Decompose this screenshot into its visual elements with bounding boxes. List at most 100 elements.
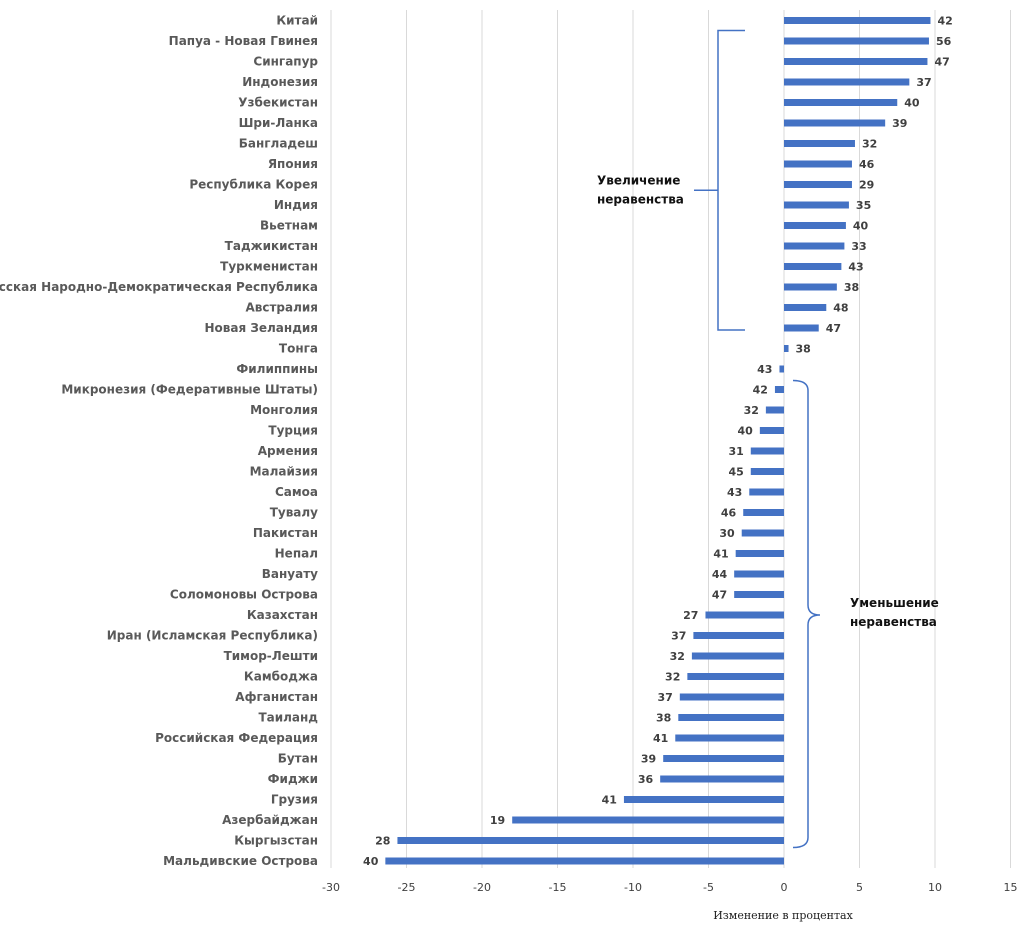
data-label: 36 bbox=[638, 773, 654, 786]
bar bbox=[784, 140, 855, 147]
data-label: 42 bbox=[937, 15, 952, 28]
category-label: Армения bbox=[258, 444, 318, 458]
category-label: Япония bbox=[268, 157, 318, 171]
category-label: Туркменистан bbox=[220, 260, 318, 274]
data-label: 43 bbox=[848, 261, 863, 274]
bar bbox=[750, 468, 784, 475]
bar bbox=[784, 99, 898, 106]
gridlines bbox=[330, 10, 1011, 868]
bar bbox=[765, 406, 784, 414]
category-label: Тонга bbox=[279, 342, 318, 356]
category-label: Папуа - Новая Гвинея bbox=[169, 34, 318, 48]
category-label: Филиппины bbox=[236, 362, 318, 376]
data-label: 46 bbox=[859, 158, 875, 171]
category-label: Иран (Исламская Республика) bbox=[107, 629, 318, 643]
data-label: 47 bbox=[934, 56, 949, 69]
data-label: 56 bbox=[936, 35, 952, 48]
data-label: 19 bbox=[490, 814, 505, 827]
x-tick-label: -10 bbox=[624, 881, 642, 894]
category-label: Новая Зеландия bbox=[204, 321, 318, 335]
category-label: Казахстан bbox=[247, 608, 318, 622]
x-tick-label: 10 bbox=[928, 881, 942, 894]
data-label: 45 bbox=[728, 466, 743, 479]
category-label: Кыргызстан bbox=[234, 834, 318, 848]
data-label: 32 bbox=[670, 650, 685, 663]
data-label: 32 bbox=[862, 138, 877, 151]
bar bbox=[784, 58, 928, 65]
data-label: 43 bbox=[757, 363, 772, 376]
bar bbox=[784, 17, 931, 24]
bar bbox=[660, 775, 784, 783]
bar bbox=[784, 345, 789, 352]
bar bbox=[784, 283, 837, 291]
bar bbox=[663, 755, 784, 762]
category-label: Грузия bbox=[271, 793, 318, 807]
x-tick-label: 0 bbox=[781, 881, 788, 894]
category-label: Азербайджан bbox=[222, 813, 318, 827]
bar bbox=[779, 365, 784, 373]
bar bbox=[397, 837, 784, 844]
data-label: 40 bbox=[904, 97, 920, 110]
bracket-increase bbox=[694, 29, 745, 331]
bar bbox=[705, 611, 784, 619]
data-label: 38 bbox=[844, 281, 859, 294]
data-label: 33 bbox=[851, 240, 866, 253]
data-label: 46 bbox=[721, 507, 737, 520]
category-label: Лаосская Народно-Демократическая Республ… bbox=[0, 280, 318, 294]
category-label: Микронезия (Федеративные Штаты) bbox=[61, 383, 318, 397]
category-label: Камбоджа bbox=[244, 670, 318, 684]
data-label: 31 bbox=[728, 445, 743, 458]
bar bbox=[734, 570, 784, 578]
data-label: 39 bbox=[641, 753, 656, 766]
annotation-increase-text: неравенства bbox=[597, 192, 684, 206]
data-label: 44 bbox=[712, 568, 728, 581]
category-label: Шри-Ланка bbox=[239, 116, 318, 130]
category-label: Австралия bbox=[245, 301, 318, 315]
bar bbox=[749, 488, 784, 496]
category-label: Монголия bbox=[250, 403, 318, 417]
bar bbox=[774, 386, 784, 393]
category-label: Бангладеш bbox=[239, 137, 318, 151]
data-label: 37 bbox=[657, 691, 672, 704]
data-label: 32 bbox=[665, 671, 680, 684]
bar bbox=[784, 78, 910, 86]
data-label: 28 bbox=[375, 835, 390, 848]
x-axis-ticks: -30 -25 -20 -15 -10 -5 0 5 10 15 bbox=[322, 881, 1017, 894]
x-tick-label: -20 bbox=[473, 881, 491, 894]
category-label: Российская Федерация bbox=[155, 731, 318, 745]
data-label: 40 bbox=[853, 220, 869, 233]
category-label: Индонезия bbox=[242, 75, 318, 89]
category-label: Вануату bbox=[262, 567, 318, 581]
bar bbox=[385, 857, 784, 865]
bar bbox=[691, 652, 784, 660]
bar bbox=[675, 734, 784, 742]
data-label: 47 bbox=[826, 322, 841, 335]
bar bbox=[750, 447, 784, 455]
category-label: Таиланд bbox=[258, 711, 318, 725]
data-label: 32 bbox=[744, 404, 759, 417]
bar bbox=[512, 816, 784, 824]
bar bbox=[734, 591, 784, 598]
data-label: 38 bbox=[796, 343, 811, 356]
annotation-decrease-text: Уменьшение bbox=[850, 596, 939, 610]
category-label: Узбекистан bbox=[238, 96, 318, 110]
data-label: 37 bbox=[671, 630, 686, 643]
data-label: 30 bbox=[719, 527, 735, 540]
data-label: 40 bbox=[738, 425, 754, 438]
data-label: 47 bbox=[712, 589, 727, 602]
data-label: 41 bbox=[653, 732, 668, 745]
bar bbox=[735, 550, 784, 557]
bar bbox=[741, 529, 784, 537]
x-tick-label: 15 bbox=[1004, 881, 1017, 894]
data-label: 43 bbox=[727, 486, 742, 499]
category-labels: Китай Папуа - Новая Гвинея Сингапур Индонез… bbox=[0, 14, 318, 869]
category-label: Соломоновы Острова bbox=[170, 588, 318, 602]
category-label: Республика Корея bbox=[189, 178, 318, 192]
x-axis-label: Изменение в процентах bbox=[713, 909, 853, 922]
category-label: Китай bbox=[276, 14, 318, 28]
bar bbox=[687, 673, 784, 680]
category-label: Фиджи bbox=[268, 772, 318, 786]
category-label: Таджикистан bbox=[225, 239, 318, 253]
bar bbox=[784, 222, 846, 229]
